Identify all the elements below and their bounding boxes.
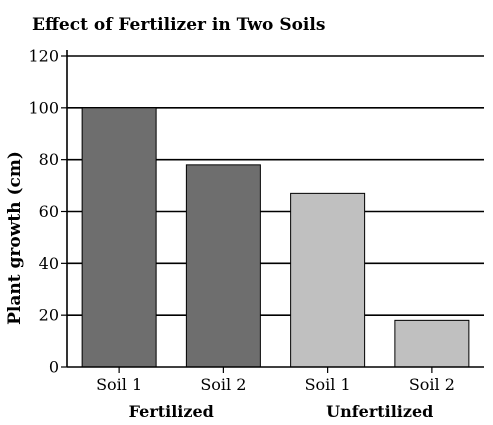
bar xyxy=(185,164,261,368)
x-group-labels: Fertilized Unfertilized xyxy=(129,402,434,421)
x-category-label: Soil 2 xyxy=(200,375,246,394)
y-axis-title: Plant growth (cm) xyxy=(5,151,25,325)
y-tick-label: 60 xyxy=(39,202,59,221)
bars xyxy=(81,107,470,368)
bar xyxy=(394,319,470,368)
x-category-labels: Soil 1 Soil 2 Soil 1 Soil 2 xyxy=(96,375,455,394)
axes xyxy=(61,50,484,373)
y-tick-label: 80 xyxy=(39,150,59,169)
x-category-label: Soil 2 xyxy=(409,375,455,394)
bar xyxy=(81,107,157,368)
y-tick-label: 40 xyxy=(39,254,59,273)
y-tick-label: 120 xyxy=(28,47,59,66)
x-category-label: Soil 1 xyxy=(305,375,351,394)
y-tick-label: 20 xyxy=(39,306,59,325)
bar xyxy=(290,192,366,368)
y-tick-label: 0 xyxy=(49,358,59,377)
y-tick-labels: 0 20 40 60 80 100 120 xyxy=(28,47,59,377)
x-category-label: Soil 1 xyxy=(96,375,142,394)
y-tick-label: 100 xyxy=(28,98,59,117)
x-group-label: Unfertilized xyxy=(326,402,433,421)
chart-title: Effect of Fertilizer in Two Soils xyxy=(32,15,325,35)
x-group-label: Fertilized xyxy=(129,402,214,421)
